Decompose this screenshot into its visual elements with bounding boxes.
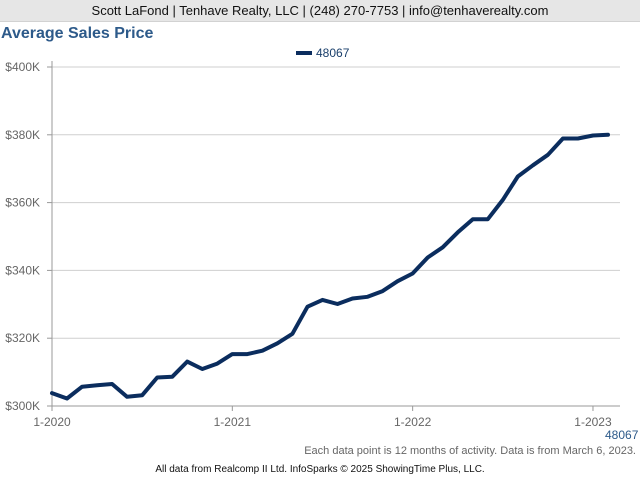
- data-point[interactable]: [170, 375, 174, 379]
- series-layer: [50, 132, 610, 401]
- data-point[interactable]: [561, 137, 565, 141]
- data-point[interactable]: [320, 298, 324, 302]
- x-tick-label: 1-2022: [394, 415, 432, 429]
- data-point[interactable]: [441, 245, 445, 249]
- data-point[interactable]: [215, 362, 219, 366]
- data-point[interactable]: [456, 230, 460, 234]
- data-point[interactable]: [591, 133, 595, 137]
- data-point[interactable]: [185, 360, 189, 364]
- data-point[interactable]: [95, 383, 99, 387]
- data-point[interactable]: [486, 217, 490, 221]
- x-tick-label: 1-2020: [33, 415, 71, 429]
- data-point[interactable]: [275, 341, 279, 345]
- data-point[interactable]: [516, 174, 520, 178]
- data-point[interactable]: [366, 295, 370, 299]
- x-tick-label: 1-2023: [574, 415, 612, 429]
- data-point[interactable]: [140, 393, 144, 397]
- data-point[interactable]: [576, 137, 580, 141]
- data-point[interactable]: [336, 302, 340, 306]
- legend-label: 48067: [316, 46, 350, 60]
- data-point[interactable]: [155, 376, 159, 380]
- x-tick-labels: 1-2020 1-2021 1-2022 1-2023: [33, 415, 612, 429]
- contact-text: Scott LaFond | Tenhave Realty, LLC | (24…: [91, 3, 549, 18]
- y-tick-label: $400K: [5, 60, 40, 74]
- data-point[interactable]: [65, 397, 69, 401]
- data-point[interactable]: [50, 391, 54, 395]
- chart-legend[interactable]: 48067: [296, 46, 349, 60]
- data-point[interactable]: [426, 256, 430, 260]
- x-tick-label: 1-2021: [214, 415, 252, 429]
- contact-header: Scott LaFond | Tenhave Realty, LLC | (24…: [0, 0, 640, 22]
- data-point[interactable]: [396, 279, 400, 283]
- y-tick-label: $320K: [5, 331, 40, 345]
- data-point[interactable]: [546, 153, 550, 157]
- data-point[interactable]: [290, 332, 294, 336]
- data-point[interactable]: [471, 217, 475, 221]
- data-point[interactable]: [411, 271, 415, 275]
- data-point[interactable]: [501, 198, 505, 202]
- data-point[interactable]: [200, 367, 204, 371]
- y-tick-labels: $300K $320K $340K $360K $380K $400K: [5, 60, 40, 413]
- y-tick-label: $340K: [5, 263, 40, 277]
- data-point[interactable]: [351, 297, 355, 301]
- data-footnote: Each data point is 12 months of activity…: [304, 445, 636, 457]
- series-end-label: 48067: [605, 428, 639, 442]
- data-point[interactable]: [381, 289, 385, 293]
- y-tick-label: $300K: [5, 399, 40, 413]
- legend-swatch: [296, 51, 312, 55]
- data-point[interactable]: [305, 305, 309, 309]
- data-point[interactable]: [245, 352, 249, 356]
- series-line-48067[interactable]: [50, 132, 610, 401]
- chart-title: Average Sales Price: [1, 25, 154, 42]
- y-tick-label: $360K: [5, 196, 40, 210]
- data-point[interactable]: [80, 385, 84, 389]
- data-point[interactable]: [230, 352, 234, 356]
- data-point[interactable]: [606, 133, 610, 137]
- grid-lines: [52, 66, 620, 339]
- data-point[interactable]: [260, 349, 264, 353]
- data-point[interactable]: [110, 382, 114, 386]
- source-footer: All data from Realcomp II Ltd. InfoSpark…: [155, 464, 485, 475]
- axes: [47, 61, 620, 411]
- data-point[interactable]: [531, 163, 535, 167]
- y-tick-label: $380K: [5, 128, 40, 142]
- data-point[interactable]: [125, 395, 129, 399]
